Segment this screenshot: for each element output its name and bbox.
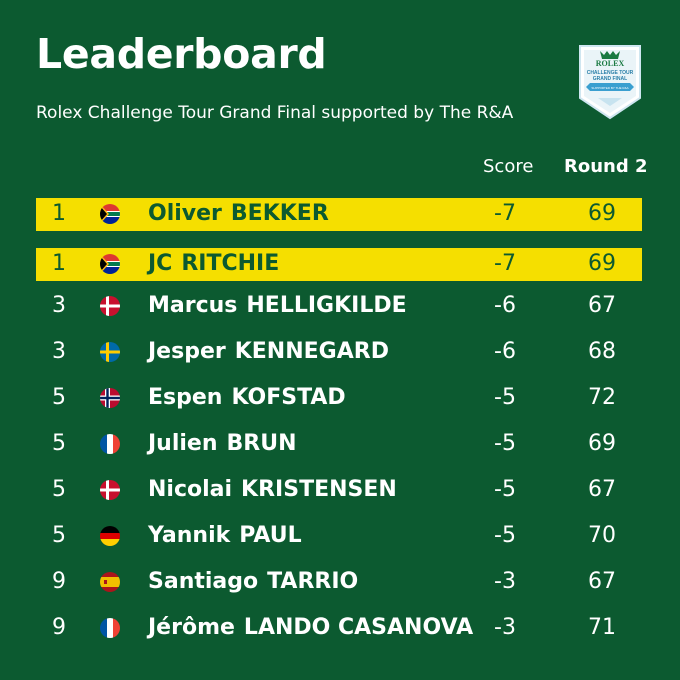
player-first-name: Marcus [148,293,238,318]
player-score: -5 [494,477,516,502]
row-position: 3 [52,339,66,364]
player-score: -6 [494,293,516,318]
denmark-flag-icon [100,480,120,500]
player-score: -3 [494,569,516,594]
france-flag-icon [100,618,120,638]
player-name: JC RITCHIE [148,251,279,276]
page-title: Leaderboard [36,30,327,78]
south-africa-flag-icon [100,254,120,274]
player-last-name: BEKKER [230,201,329,226]
player-last-name: BRUN [226,431,297,456]
player-last-name: KRISTENSEN [241,477,397,502]
player-round-score: 70 [588,523,616,548]
row-position: 9 [52,615,66,640]
player-last-name: HELLIGKILDE [246,293,407,318]
leaderboard-row: 5 Yannik PAUL -5 70 [36,520,642,553]
tournament-logo: ROLEX CHALLENGE TOUR GRAND FINAL SUPPORT… [576,42,644,122]
player-last-name: PAUL [239,523,302,548]
player-first-name: Santiago [148,569,259,594]
player-name: Yannik PAUL [148,523,302,548]
tournament-logo-badge: ROLEX CHALLENGE TOUR GRAND FINAL SUPPORT… [579,45,641,120]
sweden-flag-icon [100,342,120,362]
leaderboard-row: 1 JC RITCHIE -7 69 [36,248,642,281]
player-round-score: 69 [588,431,616,456]
player-first-name: Yannik [148,523,231,548]
leaderboard-row: 5 Julien BRUN -5 69 [36,428,642,461]
row-position: 1 [52,201,66,226]
logo-line1: CHALLENGE TOUR [587,70,634,76]
player-round-score: 67 [588,477,616,502]
logo-brand: ROLEX [596,59,625,68]
south-africa-flag-icon [100,204,120,224]
france-flag-icon [100,434,120,454]
page-subtitle: Rolex Challenge Tour Grand Final support… [36,103,514,123]
round-column-header: Round 2 [564,156,648,177]
row-position: 5 [52,477,66,502]
player-first-name: JC [148,251,173,276]
row-position: 5 [52,385,66,410]
score-column-header: Score [483,156,534,177]
player-round-score: 69 [588,251,616,276]
player-first-name: Jesper [148,339,226,364]
leaderboard-row: 3 Marcus HELLIGKILDE -6 67 [36,290,642,323]
player-score: -6 [494,339,516,364]
leaderboard-row: 9 Santiago TARRIO -3 67 [36,566,642,599]
row-position: 9 [52,569,66,594]
leaderboard-row: 1 Oliver BEKKER -7 69 [36,198,642,231]
player-last-name: RITCHIE [181,251,280,276]
player-first-name: Nicolai [148,477,233,502]
player-name: Marcus HELLIGKILDE [148,293,407,318]
leaderboard-row: 5 Espen KOFSTAD -5 72 [36,382,642,415]
player-name: Jérôme LANDO CASANOVA [148,615,473,640]
row-position: 3 [52,293,66,318]
player-first-name: Jérôme [148,615,235,640]
player-round-score: 67 [588,293,616,318]
player-score: -3 [494,615,516,640]
row-position: 5 [52,431,66,456]
player-score: -5 [494,431,516,456]
player-last-name: KOFSTAD [231,385,346,410]
player-name: Jesper KENNEGARD [148,339,389,364]
player-score: -5 [494,523,516,548]
player-first-name: Espen [148,385,223,410]
player-first-name: Julien [148,431,218,456]
row-position: 5 [52,523,66,548]
germany-flag-icon [100,526,120,546]
player-name: Oliver BEKKER [148,201,329,226]
spain-flag-icon [100,572,120,592]
player-round-score: 68 [588,339,616,364]
player-last-name: LANDO CASANOVA [243,615,474,640]
norway-flag-icon [100,388,120,408]
logo-ribbon: SUPPORTED BY THE R&A [591,86,628,90]
player-round-score: 69 [588,201,616,226]
player-name: Julien BRUN [148,431,297,456]
player-last-name: KENNEGARD [234,339,389,364]
leaderboard-row: 9 Jérôme LANDO CASANOVA -3 71 [36,612,642,645]
player-first-name: Oliver [148,201,222,226]
player-score: -7 [494,201,516,226]
denmark-flag-icon [100,296,120,316]
player-score: -5 [494,385,516,410]
leaderboard-row: 5 Nicolai KRISTENSEN -5 67 [36,474,642,507]
player-score: -7 [494,251,516,276]
player-round-score: 72 [588,385,616,410]
player-name: Nicolai KRISTENSEN [148,477,397,502]
player-round-score: 67 [588,569,616,594]
logo-line2: GRAND FINAL [593,76,627,82]
row-position: 1 [52,251,66,276]
player-name: Santiago TARRIO [148,569,358,594]
leaderboard-row: 3 Jesper KENNEGARD -6 68 [36,336,642,369]
player-name: Espen KOFSTAD [148,385,346,410]
player-round-score: 71 [588,615,616,640]
player-last-name: TARRIO [267,569,359,594]
